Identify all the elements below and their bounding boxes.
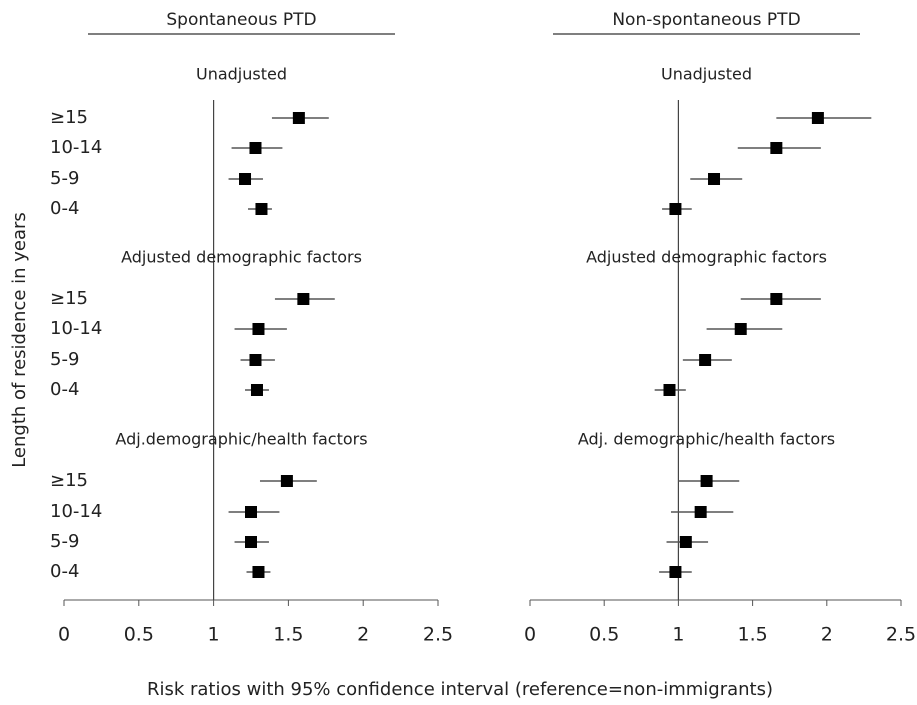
x-tick-label: 2 [357, 624, 369, 646]
point-estimate [770, 142, 783, 154]
category-label: 5-9 [50, 531, 79, 552]
x-tick-label: 1 [672, 624, 684, 646]
point-estimate [297, 293, 310, 305]
category-label: ≥15 [50, 470, 88, 491]
x-tick-label: 2.5 [423, 624, 453, 646]
point-estimate [245, 536, 257, 548]
point-estimate [708, 173, 721, 185]
point-estimate [239, 173, 252, 185]
category-label: 0-4 [50, 198, 79, 219]
x-tick-label: 0.5 [589, 624, 619, 646]
point-estimate [811, 112, 824, 124]
group-title: Adjusted demographic factors [586, 248, 827, 267]
point-estimate [252, 323, 265, 335]
point-estimate [249, 142, 262, 154]
point-estimate [770, 293, 783, 305]
point-estimate [245, 506, 257, 518]
group-title: Adj. demographic/health factors [578, 430, 835, 449]
x-tick-label: 2 [821, 624, 833, 646]
point-estimate [669, 566, 682, 578]
x-axis-label: Risk ratios with 95% confidence interval… [147, 679, 773, 700]
category-label: 5-9 [50, 349, 79, 370]
group-title: Unadjusted [661, 65, 752, 84]
point-estimate [663, 384, 676, 396]
point-estimate [250, 384, 263, 396]
x-tick-label: 2.5 [886, 624, 916, 646]
category-label: 10-14 [50, 501, 102, 522]
group-title: Adjusted demographic factors [121, 248, 362, 267]
point-estimate [679, 536, 692, 548]
point-estimate [280, 475, 293, 487]
point-estimate [292, 112, 305, 124]
x-tick-label: 0.5 [124, 624, 154, 646]
panel-title: Spontaneous PTD [166, 10, 316, 30]
category-label: 0-4 [50, 379, 79, 400]
x-tick-label: 1.5 [737, 624, 767, 646]
category-label: 10-14 [50, 137, 102, 158]
point-estimate [249, 354, 262, 366]
point-estimate [252, 566, 265, 578]
category-label: 0-4 [50, 561, 79, 582]
x-tick-label: 0 [58, 624, 70, 646]
category-label: ≥15 [50, 288, 88, 309]
point-estimate [700, 475, 713, 487]
point-estimate [255, 203, 268, 215]
category-label: ≥15 [50, 107, 88, 128]
point-estimate [669, 203, 682, 215]
x-tick-label: 0 [524, 624, 536, 646]
category-label: 10-14 [50, 318, 102, 339]
point-estimate [694, 506, 707, 518]
point-estimate [699, 354, 712, 366]
group-title: Adj.demographic/health factors [115, 430, 367, 449]
group-title: Unadjusted [196, 65, 287, 84]
y-axis-label: Length of residence in years [9, 212, 30, 468]
x-tick-label: 1.5 [273, 624, 303, 646]
panel-title: Non-spontaneous PTD [612, 10, 800, 30]
point-estimate [734, 323, 747, 335]
x-tick-label: 1 [208, 624, 220, 646]
category-label: 5-9 [50, 168, 79, 189]
